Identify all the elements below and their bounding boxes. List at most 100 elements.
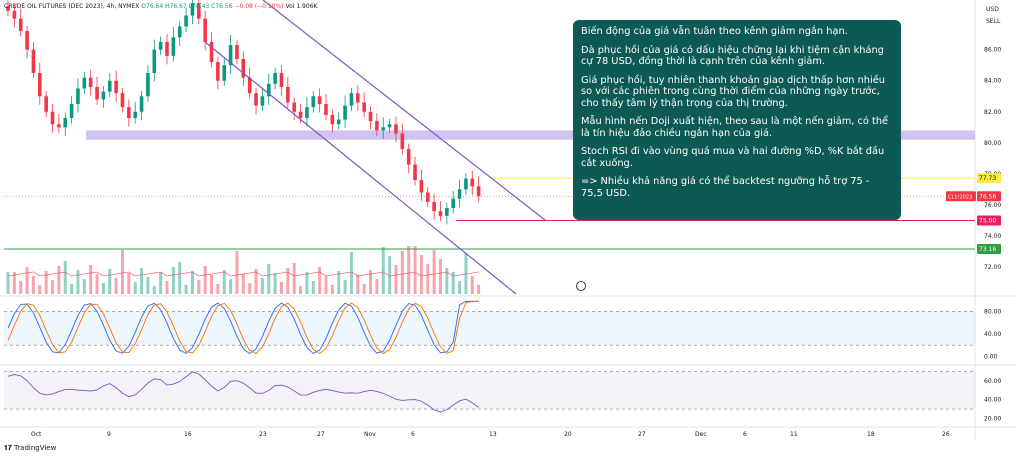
candle-body [317, 96, 322, 105]
time-tick-label: 27 [317, 431, 325, 438]
rsi-tick-label: 20.00 [984, 415, 1001, 422]
candle-body [184, 15, 188, 27]
candle-body [165, 41, 169, 56]
channel-upper-line [262, 0, 546, 221]
candle-body [50, 111, 55, 125]
volume-bar [337, 271, 341, 294]
candle-body [286, 86, 290, 103]
candle-body [425, 192, 430, 202]
price-tick-label: 82.00 [984, 109, 1001, 116]
price-tick-label: 86.00 [984, 47, 1001, 54]
time-tick-label: Nov [364, 431, 376, 438]
brand-text: TradingView [14, 444, 57, 452]
candle-body [241, 59, 246, 78]
candle-body [216, 62, 220, 81]
candle-body [324, 104, 328, 115]
candle-body [57, 124, 61, 128]
price-tick-label: 76.00 [984, 202, 1001, 209]
price-label-box [977, 244, 1001, 255]
candle-body [228, 45, 233, 66]
candle-body [171, 37, 176, 56]
stoch-k-line [7, 300, 479, 355]
candle-body [6, 6, 10, 11]
candle-body [44, 96, 48, 112]
volume-bar [76, 270, 80, 294]
candle-body [349, 93, 354, 106]
volume-bar [318, 267, 322, 294]
volume-bar [235, 251, 239, 294]
rsi-line [7, 371, 479, 413]
volume-bar [120, 250, 124, 294]
candle-body [31, 49, 36, 73]
time-tick-label: 6 [743, 431, 747, 438]
candle-body [63, 118, 68, 128]
candle-body [387, 124, 392, 128]
candle-body [381, 127, 386, 131]
candle-body [451, 198, 455, 209]
volume-bar [216, 284, 220, 294]
volume-bar [292, 263, 296, 294]
volume-ma-line [7, 271, 479, 277]
time-tick-label: 13 [489, 431, 497, 438]
candle-body [38, 72, 42, 97]
price-label-text: 75.00 [979, 217, 996, 224]
price-tick-label: 72.00 [984, 264, 1001, 271]
time-tick-label: 18 [867, 431, 875, 438]
volume-bar [311, 281, 315, 294]
stoch-band [4, 311, 975, 346]
price-label-text: 76.56 [979, 193, 996, 200]
stoch-tick-label: 40.00 [984, 331, 1001, 338]
candle-body [419, 180, 424, 193]
candle-body [260, 96, 265, 106]
candle-body [235, 45, 239, 59]
volume-bar [375, 279, 379, 294]
candle-body [139, 96, 144, 112]
legend-change: −0.08 (−0.10%) [234, 3, 284, 10]
volume-bar [426, 264, 430, 294]
candle-body [406, 149, 411, 165]
legend-high: H76.67 [165, 3, 187, 10]
candle-body [336, 119, 341, 125]
candle-body [292, 102, 296, 112]
volume-bar [197, 280, 201, 294]
time-tick-label: 11 [790, 431, 798, 438]
volume-bar [44, 271, 48, 294]
volume-bar [445, 268, 449, 294]
candle-body [133, 111, 137, 118]
candle-body [400, 133, 405, 150]
volume-bar [470, 276, 474, 294]
price-label-box [977, 191, 1001, 202]
price-label-box [977, 173, 1001, 184]
candle-body [438, 211, 443, 216]
candle-body [12, 10, 17, 19]
candle-body [432, 201, 436, 212]
candle-body [305, 107, 309, 118]
volume-bar [101, 283, 105, 294]
volume-bar [89, 265, 93, 294]
candle-body [95, 86, 99, 100]
candle-body [356, 93, 360, 103]
volume-bar [458, 281, 462, 294]
volume-bar [31, 276, 35, 294]
candle-body [394, 124, 398, 134]
time-tick-label: Oct [31, 431, 42, 438]
volume-bar [222, 270, 226, 294]
sell-label[interactable]: SELL [986, 18, 1001, 25]
candle-body [266, 83, 271, 97]
candle-body [76, 88, 80, 105]
volume-bar [140, 268, 144, 294]
price-label-box [977, 215, 1001, 226]
candle-body [146, 72, 150, 97]
legend-open: O76.64 [141, 3, 164, 10]
candle-body [476, 186, 481, 197]
volume-bar [203, 266, 207, 294]
note-line-4: Mẫu hình nến Doji xuất hiện, theo sau là… [581, 116, 889, 139]
volume-bar [477, 285, 481, 294]
volume-bar [267, 264, 271, 294]
currency-label[interactable]: USD [986, 6, 999, 13]
chart-legend: CRUDE OIL FUTURES (DEC 2023), 4h, NYMEX … [4, 3, 317, 10]
time-tick-label: 27 [638, 431, 646, 438]
candle-body [273, 72, 277, 84]
volume-bar [419, 255, 423, 294]
candle-body [177, 26, 182, 38]
